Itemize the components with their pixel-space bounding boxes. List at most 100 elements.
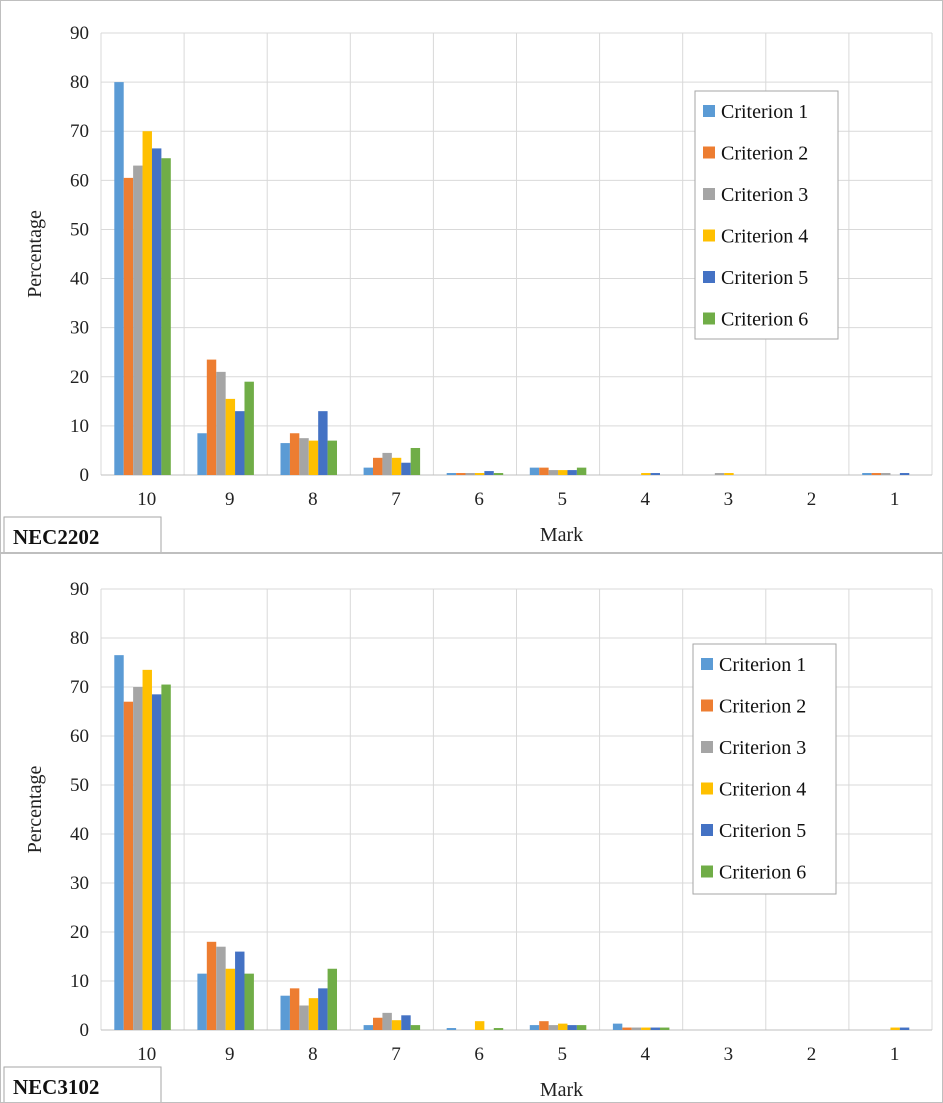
x-tick-label: 3 bbox=[724, 1044, 734, 1065]
bar bbox=[641, 1027, 651, 1030]
bar bbox=[363, 1025, 374, 1030]
bar bbox=[548, 470, 559, 475]
chart-nec2202: 0 10 20 30 40 50 60 70 80 90 10 9 8 7 6 5 4 3 2 1 Mark Percen… bbox=[3, 23, 933, 552]
series-4-bars bbox=[142, 669, 900, 1030]
bar bbox=[714, 473, 725, 475]
legend-entry: Criterion 3 bbox=[721, 184, 808, 206]
bar bbox=[235, 951, 245, 1030]
y-tick-label: 60 bbox=[70, 726, 89, 747]
y-tick-label: 10 bbox=[70, 416, 89, 437]
series-6-bars bbox=[161, 684, 670, 1030]
gridlines bbox=[100, 32, 933, 476]
bar bbox=[391, 1020, 402, 1030]
y-tick-label: 90 bbox=[70, 23, 89, 44]
x-tick-label: 4 bbox=[641, 1044, 651, 1065]
x-tick-label: 10 bbox=[137, 489, 156, 510]
bar bbox=[493, 473, 504, 475]
legend-entry: Criterion 5 bbox=[719, 820, 806, 842]
bar bbox=[724, 473, 734, 475]
x-tick-label: 9 bbox=[225, 1044, 235, 1065]
series-6-bars bbox=[161, 158, 587, 475]
bar bbox=[142, 669, 152, 1030]
y-tick-label: 40 bbox=[70, 824, 89, 845]
x-tick-label: 8 bbox=[308, 489, 318, 510]
y-tick-label: 30 bbox=[70, 873, 89, 894]
bar bbox=[123, 701, 134, 1030]
legend-entry: Criterion 1 bbox=[721, 101, 808, 123]
y-tick-labels: 0 10 20 30 40 50 60 70 80 90 bbox=[70, 23, 89, 486]
bar bbox=[401, 1015, 411, 1030]
series-2-bars bbox=[123, 177, 882, 475]
x-tick-label: 6 bbox=[474, 489, 484, 510]
bar bbox=[114, 655, 124, 1030]
bar bbox=[299, 438, 309, 475]
bar bbox=[465, 473, 475, 475]
bar bbox=[133, 165, 143, 475]
chart-panel-nec3102: 0 10 20 30 40 50 60 70 80 90 10 9 8 7 6 5 4 3 2 1 Mark Percen… bbox=[0, 553, 943, 1103]
bar bbox=[890, 1027, 900, 1030]
y-tick-label: 80 bbox=[70, 72, 89, 93]
bar bbox=[410, 1025, 421, 1030]
legend-swatch bbox=[703, 105, 715, 117]
legend-swatch bbox=[701, 741, 713, 753]
bar bbox=[161, 158, 171, 475]
y-tick-label: 0 bbox=[80, 465, 90, 486]
y-tick-label: 10 bbox=[70, 971, 89, 992]
x-tick-label: 5 bbox=[557, 489, 567, 510]
x-tick-label: 4 bbox=[641, 489, 651, 510]
chart-tag: NEC3102 bbox=[13, 1075, 99, 1099]
x-tick-label: 2 bbox=[807, 1044, 817, 1065]
legend-entry: Criterion 5 bbox=[721, 267, 808, 289]
bar bbox=[318, 411, 328, 475]
x-tick-label: 3 bbox=[724, 489, 734, 510]
bar bbox=[539, 467, 549, 475]
x-tick-label: 10 bbox=[137, 1044, 156, 1065]
bar bbox=[576, 467, 587, 475]
bar bbox=[484, 471, 494, 475]
bar bbox=[871, 473, 882, 475]
bar bbox=[216, 946, 226, 1030]
bar bbox=[161, 684, 171, 1030]
bar bbox=[327, 440, 338, 475]
bar bbox=[206, 359, 217, 475]
x-tick-label: 8 bbox=[308, 1044, 318, 1065]
legend-entry: Criterion 4 bbox=[719, 779, 806, 801]
bar bbox=[327, 968, 338, 1030]
bar bbox=[474, 1021, 485, 1030]
y-tick-label: 50 bbox=[70, 219, 89, 240]
series-3-bars bbox=[133, 687, 642, 1030]
bar bbox=[456, 473, 466, 475]
bar bbox=[659, 1027, 670, 1030]
bar bbox=[206, 941, 217, 1030]
bar bbox=[244, 381, 254, 475]
legend-swatch bbox=[703, 312, 715, 325]
legend-box bbox=[694, 90, 839, 340]
bar bbox=[558, 1023, 568, 1030]
legend: Criterion 1 Criterion 2 Criterion 3 Criteri… bbox=[692, 643, 837, 895]
bar bbox=[567, 470, 577, 475]
x-tick-label: 7 bbox=[391, 1044, 401, 1065]
bar bbox=[622, 1027, 632, 1030]
chart-nec3102: 0 10 20 30 40 50 60 70 80 90 10 9 8 7 6 5 4 3 2 1 Mark Percen… bbox=[3, 579, 933, 1102]
bar bbox=[558, 470, 568, 475]
bar bbox=[650, 473, 660, 475]
legend-entry: Criterion 4 bbox=[721, 226, 808, 248]
bar bbox=[151, 148, 162, 475]
legend-swatch bbox=[703, 229, 715, 242]
bar bbox=[123, 177, 134, 475]
legend-swatch bbox=[703, 188, 715, 200]
series-1-bars bbox=[114, 655, 623, 1030]
x-tick-labels: 10 9 8 7 6 5 4 3 2 1 bbox=[137, 489, 899, 510]
bar bbox=[899, 473, 910, 475]
x-tick-label: 2 bbox=[807, 489, 817, 510]
bar bbox=[862, 473, 872, 475]
bar bbox=[899, 1027, 910, 1030]
x-tick-label: 5 bbox=[557, 1044, 567, 1065]
bar bbox=[373, 457, 383, 475]
series-3-bars bbox=[133, 165, 891, 475]
bar bbox=[881, 473, 891, 475]
bar bbox=[225, 398, 236, 475]
bar bbox=[631, 1027, 642, 1030]
legend-entry: Criterion 3 bbox=[719, 737, 806, 759]
legend-swatch bbox=[703, 271, 715, 283]
